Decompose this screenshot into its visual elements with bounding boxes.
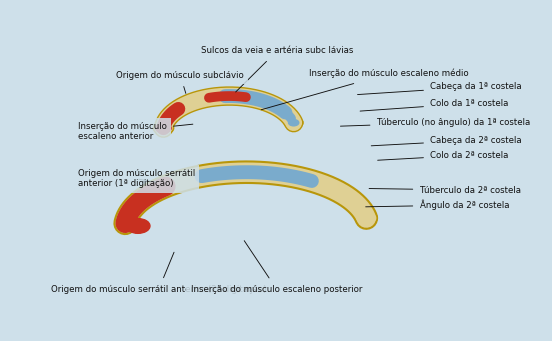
Text: Inserção do músculo escaleno posterior: Inserção do músculo escaleno posterior [191,241,362,294]
Text: Sulcos da veia e artéria subc lávias: Sulcos da veia e artéria subc lávias [201,46,353,92]
Circle shape [156,123,171,133]
Circle shape [155,123,172,133]
Text: Colo da 1ª costela: Colo da 1ª costela [360,99,509,111]
Text: Origem do músculo serrátil
anterior (1ª digitação): Origem do músculo serrátil anterior (1ª … [77,169,195,189]
Circle shape [357,212,376,224]
Text: Ângulo da 2ª costela: Ângulo da 2ª costela [365,200,509,210]
Circle shape [289,120,299,126]
Circle shape [126,219,150,233]
Text: Cabeça da 2ª costela: Cabeça da 2ª costela [371,136,522,146]
Text: Inserção do músculo
escaleno anterior: Inserção do músculo escaleno anterior [77,122,193,141]
Text: Túberculo da 2ª costela: Túberculo da 2ª costela [369,186,521,195]
Circle shape [355,211,378,225]
Text: Inserção do músculo escaleno médio: Inserção do músculo escaleno médio [261,69,468,110]
Circle shape [284,117,303,129]
Text: Cabeça da 1ª costela: Cabeça da 1ª costela [358,83,522,94]
Circle shape [153,122,174,134]
Text: Origem do músculo subclávio: Origem do músculo subclávio [116,71,244,93]
Circle shape [286,118,301,128]
Circle shape [123,217,140,227]
Text: Túberculo (no ângulo) da 1ª costela: Túberculo (no ângulo) da 1ª costela [341,118,530,127]
Text: Colo da 2ª costela: Colo da 2ª costela [378,151,509,160]
Text: Origem do músculo serrátil anterior (2ª digitação): Origem do músculo serrátil anterior (2ª … [51,252,267,294]
